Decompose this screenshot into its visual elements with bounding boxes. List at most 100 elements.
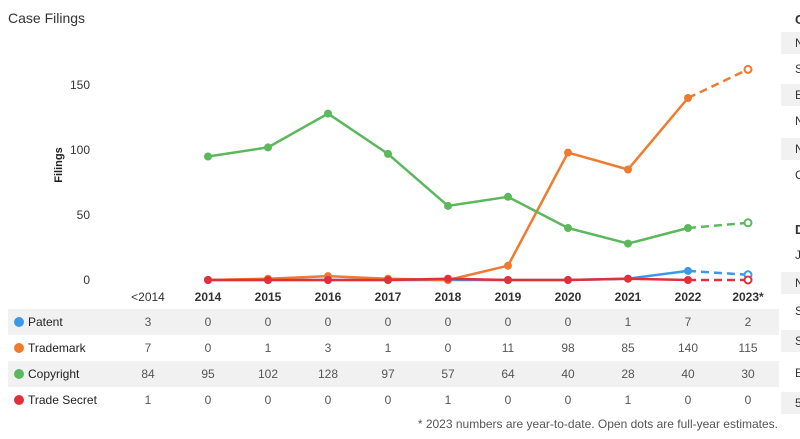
x-tick-label: 2015	[255, 290, 282, 304]
side-item: J	[795, 248, 800, 262]
side-item: N	[795, 142, 800, 156]
data-point	[684, 224, 692, 232]
table-cell: 84	[141, 367, 155, 381]
table-cell: 0	[325, 315, 332, 329]
x-tick-label: 2014	[195, 290, 222, 304]
data-point	[204, 276, 212, 284]
table-cell: 0	[565, 393, 572, 407]
table-cell: 0	[565, 315, 572, 329]
x-tick-label: 2022	[675, 290, 702, 304]
estimate-point	[743, 218, 753, 228]
x-tick-label: 2018	[435, 290, 462, 304]
x-tick-label: 2023*	[732, 290, 764, 304]
table-cell: 0	[445, 315, 452, 329]
x-tick-label: 2020	[555, 290, 582, 304]
table-row-label: Trademark	[28, 341, 87, 355]
side-item: C	[795, 168, 800, 182]
x-tick-label: <2014	[131, 290, 165, 304]
table-cell: 0	[325, 393, 332, 407]
y-tick-label: 100	[70, 143, 90, 157]
data-point	[204, 152, 212, 161]
legend-dot	[14, 395, 24, 405]
table-cell: 0	[385, 315, 392, 329]
side-row-bg	[781, 32, 800, 54]
table-cell: 11	[502, 341, 515, 355]
side-row-bg	[781, 330, 800, 352]
footnote: * 2023 numbers are year-to-date. Open do…	[417, 417, 778, 431]
side-item: S	[795, 62, 800, 76]
x-tick-label: 2019	[495, 290, 522, 304]
table-cell: 128	[318, 367, 338, 381]
table-row-label: Patent	[28, 315, 63, 329]
data-point	[684, 266, 692, 275]
series-estimate-trademark	[687, 68, 749, 100]
table-cell: 0	[385, 393, 392, 407]
data-point	[504, 276, 512, 284]
table-cell: 1	[445, 393, 452, 407]
side-item: S	[795, 334, 800, 348]
table-row-bg	[8, 309, 779, 335]
table-cell: 1	[145, 393, 152, 407]
table-cell: 0	[205, 393, 212, 407]
series-line-copyright	[207, 112, 689, 245]
data-point	[564, 224, 572, 232]
data-point	[384, 149, 392, 158]
side-item: N	[795, 276, 800, 290]
data-point	[564, 148, 572, 157]
y-tick-label: 150	[70, 78, 90, 92]
table-cell: 0	[205, 341, 212, 355]
data-point	[444, 201, 452, 210]
data-point	[444, 274, 452, 283]
table-cell: 7	[145, 341, 152, 355]
table-cell: 140	[678, 341, 698, 355]
side-heading: D	[795, 222, 800, 237]
side-item: S	[795, 304, 800, 318]
data-point	[384, 276, 392, 284]
data-point	[504, 261, 512, 270]
data-point	[324, 109, 332, 118]
table-cell: 0	[685, 393, 692, 407]
legend-dot	[14, 369, 24, 379]
series-line-trademark	[207, 97, 689, 282]
y-tick-label: 50	[77, 208, 91, 222]
table-cell: 1	[265, 341, 272, 355]
side-heading: C	[795, 12, 800, 27]
table-cell: 102	[258, 367, 278, 381]
estimate-point	[743, 64, 753, 74]
table-cell: 0	[745, 393, 752, 407]
table-cell: 40	[561, 367, 575, 381]
data-point	[324, 276, 332, 284]
x-axis: <2014 2014 2015 2016 2017 2018 2019 2020 2021 202…	[131, 290, 764, 304]
side-item: N	[795, 114, 800, 128]
side-row-bg	[781, 272, 800, 294]
data-point	[264, 143, 272, 152]
data-point	[504, 192, 512, 201]
side-item: 5	[795, 396, 800, 410]
side-item: E	[795, 366, 800, 380]
series-lines	[204, 64, 753, 285]
side-row-bg	[781, 138, 800, 160]
estimate-point	[743, 275, 753, 285]
table-cell: 30	[741, 367, 755, 381]
table-cell: 28	[621, 367, 635, 381]
table-cell: 0	[445, 341, 452, 355]
table-cell: 1	[625, 393, 632, 407]
table-cell: 115	[738, 341, 757, 355]
table-cell: 64	[501, 367, 515, 381]
legend-dot	[14, 343, 24, 353]
chart-title: Case Filings	[8, 10, 86, 26]
table-row-label: Trade Secret	[28, 393, 98, 407]
table-cell: 7	[685, 315, 692, 329]
table-cell: 95	[201, 367, 215, 381]
table-cell: 1	[385, 341, 392, 355]
table-cell: 40	[681, 367, 695, 381]
y-tick-label: 0	[83, 273, 90, 287]
table-row-bg	[8, 361, 779, 387]
legend-dot	[14, 317, 24, 327]
data-point	[264, 276, 272, 284]
table-cell: 0	[505, 315, 512, 329]
x-tick-label: 2017	[375, 290, 402, 304]
data-point	[684, 276, 692, 284]
